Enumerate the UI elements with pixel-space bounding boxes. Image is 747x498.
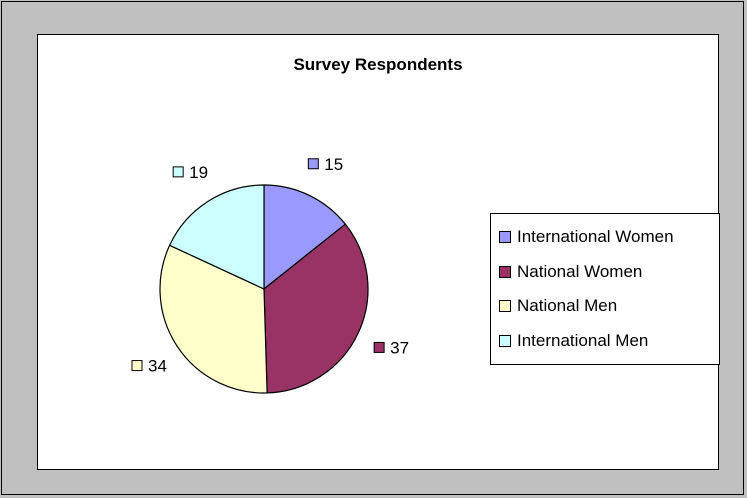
- data-label-swatch: [373, 341, 385, 353]
- data-label-international-men: 19: [172, 163, 208, 182]
- chart-legend: International Women National Women Natio…: [490, 213, 720, 365]
- data-label-international-women: 15: [307, 155, 343, 174]
- data-label-value: 15: [324, 155, 343, 174]
- data-label-value: 19: [189, 163, 208, 182]
- legend-item-national-men: National Men: [499, 289, 719, 324]
- legend-label: International Men: [517, 330, 649, 350]
- legend-label: National Women: [517, 261, 643, 281]
- legend-item-national-women: National Women: [499, 255, 719, 290]
- pie-slice-national-women: [263, 223, 369, 394]
- legend-item-international-men: International Men: [499, 324, 719, 359]
- pie-chart: 15 37 34 19: [131, 155, 409, 394]
- pie-data-labels: 15 37 34 19: [131, 155, 409, 376]
- pie-slices: [159, 184, 369, 394]
- legend-swatch: [499, 334, 511, 347]
- legend-label: International Women: [517, 227, 674, 247]
- data-label-national-men: 34: [131, 357, 167, 376]
- legend-swatch: [499, 300, 511, 313]
- chart-title: Survey Respondents: [293, 55, 463, 74]
- data-label-national-women: 37: [373, 338, 409, 357]
- data-label-swatch: [172, 166, 184, 178]
- pie-slice-international-men: [168, 184, 265, 290]
- data-label-value: 37: [390, 338, 409, 357]
- data-label-swatch: [307, 158, 319, 170]
- legend-label: National Men: [517, 296, 618, 316]
- data-label-swatch: [131, 360, 143, 372]
- legend-swatch: [499, 231, 511, 244]
- chart-area: Survey Respondents 15 37 34 19 Internationa…: [37, 34, 720, 470]
- pie-slice-national-men: [159, 244, 268, 394]
- legend-swatch: [499, 265, 511, 278]
- pie-slice-international-women: [263, 184, 347, 291]
- data-label-value: 34: [148, 357, 167, 376]
- legend-item-international-women: International Women: [499, 220, 719, 255]
